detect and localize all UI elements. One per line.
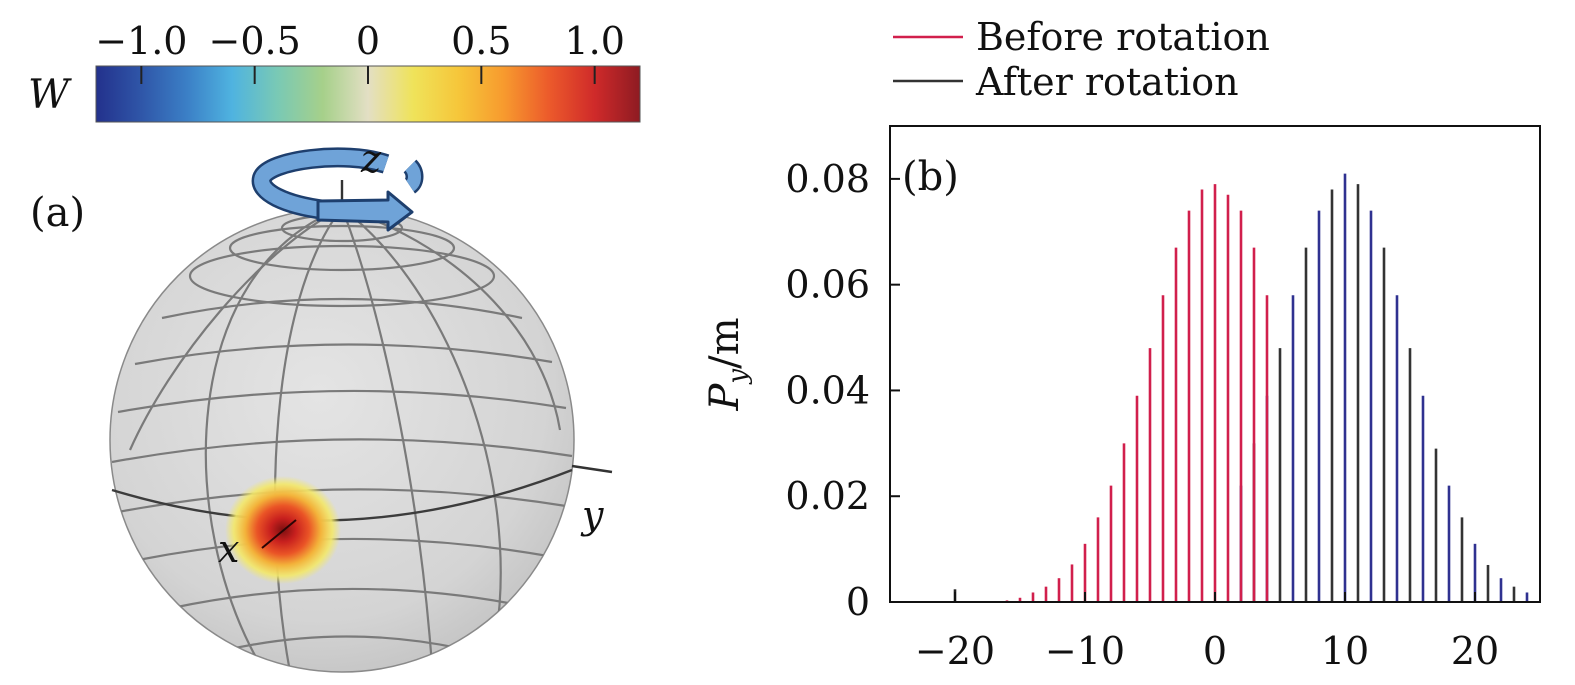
bloch-sphere-panel: (a) xyxy=(30,137,613,673)
colorbar-label: W xyxy=(28,72,72,118)
y-tick-label: 0.04 xyxy=(785,368,870,412)
colorbar: −1.0 −0.5 0 0.5 1.0 W xyxy=(28,19,641,123)
legend-label-before: Before rotation xyxy=(976,15,1270,59)
colorbar-tick-label: −1.0 xyxy=(95,19,187,63)
colorbar-tick-marks xyxy=(140,66,596,84)
equator-line xyxy=(111,468,573,522)
y-axis-label-rest: /m xyxy=(702,317,748,368)
y-tick-label: 0.02 xyxy=(785,474,870,518)
x-tick-label: −20 xyxy=(915,629,995,673)
x-axis-line xyxy=(261,519,297,549)
y-axis-line xyxy=(571,464,613,474)
colorbar-tick-labels: −1.0 −0.5 0 0.5 1.0 xyxy=(95,19,625,63)
y-axis-label-sub: y xyxy=(723,369,753,385)
axis-label-x: x xyxy=(218,527,239,571)
panel-a-label: (a) xyxy=(30,190,85,236)
bar-chart: −20 −10 0 10 20 0 0.02 0.04 0.06 0.08 (b) Py/m xyxy=(702,125,1541,673)
chart-bars xyxy=(953,173,1529,602)
x-tick-label: −10 xyxy=(1045,629,1125,673)
panel-b-label: (b) xyxy=(902,154,959,200)
y-tick-label: 0 xyxy=(846,580,870,624)
y-axis-ticks: 0 0.02 0.04 0.06 0.08 xyxy=(785,157,900,624)
axis-label-y: y xyxy=(580,493,604,537)
x-tick-label: 20 xyxy=(1451,629,1499,673)
y-tick-label: 0.06 xyxy=(785,263,870,307)
colorbar-tick-label: −0.5 xyxy=(209,19,301,63)
sphere-gridlines xyxy=(111,208,573,672)
y-axis-label: Py/m xyxy=(702,317,753,411)
rotation-arrow-icon xyxy=(251,147,424,232)
colorbar-tick-label: 0.5 xyxy=(451,19,511,63)
y-axis-label-main: P xyxy=(702,383,748,412)
legend-label-after: After rotation xyxy=(975,60,1239,104)
axis-label-z: z xyxy=(360,137,382,181)
x-tick-label: 10 xyxy=(1321,629,1369,673)
x-tick-label: 0 xyxy=(1203,629,1227,673)
colorbar-tick-label: 1.0 xyxy=(564,19,624,63)
colorbar-tick-label: 0 xyxy=(356,19,380,63)
legend: Before rotation After rotation xyxy=(893,15,1270,104)
y-tick-label: 0.08 xyxy=(785,157,870,201)
x-axis-ticks: −20 −10 0 10 20 xyxy=(915,592,1499,673)
